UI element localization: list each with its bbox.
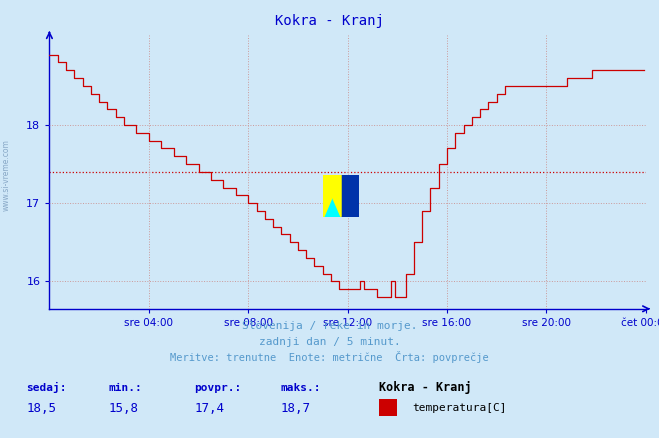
Text: 18,7: 18,7: [280, 402, 310, 415]
Text: povpr.:: povpr.:: [194, 383, 242, 392]
Text: temperatura[C]: temperatura[C]: [412, 403, 506, 413]
Text: sedaj:: sedaj:: [26, 382, 67, 393]
Text: 17,4: 17,4: [194, 402, 225, 415]
Polygon shape: [323, 175, 341, 217]
Text: maks.:: maks.:: [280, 383, 320, 392]
Text: Meritve: trenutne  Enote: metrične  Črta: povprečje: Meritve: trenutne Enote: metrične Črta: …: [170, 351, 489, 363]
Text: Slovenija / reke in morje.: Slovenija / reke in morje.: [242, 321, 417, 331]
Polygon shape: [341, 175, 359, 217]
Text: min.:: min.:: [109, 383, 142, 392]
Text: zadnji dan / 5 minut.: zadnji dan / 5 minut.: [258, 337, 401, 346]
Text: 18,5: 18,5: [26, 402, 57, 415]
Polygon shape: [323, 175, 341, 217]
Text: 15,8: 15,8: [109, 402, 139, 415]
Text: Kokra - Kranj: Kokra - Kranj: [275, 14, 384, 28]
Polygon shape: [323, 175, 341, 217]
Text: www.si-vreme.com: www.si-vreme.com: [2, 139, 11, 211]
Text: Kokra - Kranj: Kokra - Kranj: [379, 381, 472, 394]
